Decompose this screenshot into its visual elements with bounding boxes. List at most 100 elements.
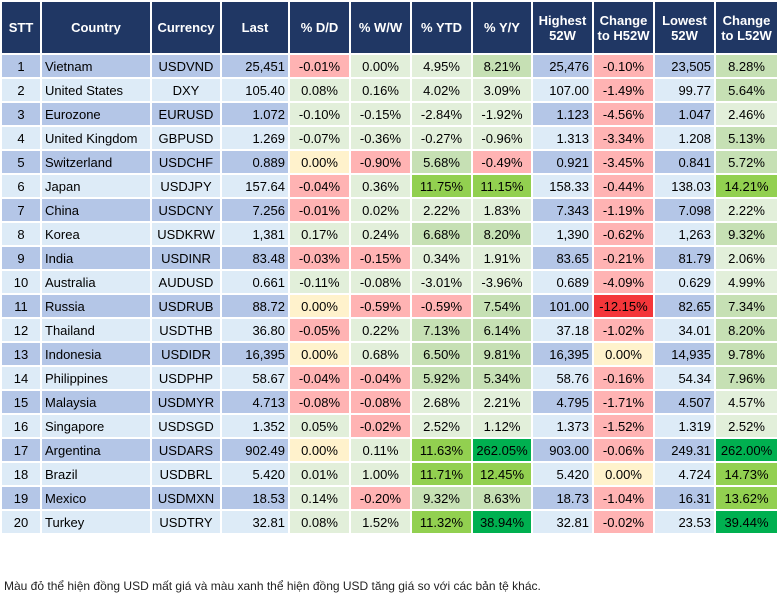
cell-high: 0.689 [531,269,594,295]
table-row: 2 United States DXY 105.40 0.08% 0.16% 4.02% 3.… [0,77,777,103]
cell-yy: -1.92% [471,101,533,127]
cell-currency: USDCHF [150,149,222,175]
cell-ytd: -0.27% [410,125,473,151]
cell-currency: USDSGD [150,413,222,439]
cell-ytd: -2.84% [410,101,473,127]
cell-currency: AUDUSD [150,269,222,295]
cell-ch-high: -3.45% [592,149,655,175]
cell-yy: 3.09% [471,77,533,103]
cell-dd: 0.00% [288,341,351,367]
cell-high: 5.420 [531,461,594,487]
cell-currency: EURUSD [150,101,222,127]
cell-stt: 18 [0,461,42,487]
cell-last: 0.889 [220,149,290,175]
cell-ch-low: 8.28% [714,53,777,79]
cell-ch-high: -1.02% [592,317,655,343]
cell-ch-high: -0.06% [592,437,655,463]
cell-country: Malaysia [40,389,152,415]
cell-low: 23,505 [653,53,716,79]
column-header-yy: % Y/Y [471,0,533,55]
cell-ytd: 11.32% [410,509,473,535]
cell-ytd: 9.32% [410,485,473,511]
cell-low: 0.841 [653,149,716,175]
cell-yy: 5.34% [471,365,533,391]
cell-high: 7.343 [531,197,594,223]
cell-ch-low: 7.34% [714,293,777,319]
column-header-ytd: % YTD [410,0,473,55]
cell-ch-high: -1.19% [592,197,655,223]
cell-ww: 0.22% [349,317,412,343]
cell-ww: 0.36% [349,173,412,199]
cell-ch-low: 7.96% [714,365,777,391]
table-row: 18 Brazil USDBRL 5.420 0.01% 1.00% 11.71% 12.45… [0,461,777,487]
cell-ch-low: 14.73% [714,461,777,487]
cell-last: 18.53 [220,485,290,511]
cell-stt: 19 [0,485,42,511]
table-row: 13 Indonesia USDIDR 16,395 0.00% 0.68% 6.50% 9.… [0,341,777,367]
table-row: 8 Korea USDKRW 1,381 0.17% 0.24% 6.68% 8.20% 1,3… [0,221,777,247]
cell-yy: 6.14% [471,317,533,343]
cell-dd: 0.08% [288,509,351,535]
cell-yy: -0.96% [471,125,533,151]
cell-ch-high: -4.56% [592,101,655,127]
cell-currency: USDCNY [150,197,222,223]
cell-dd: 0.00% [288,293,351,319]
cell-currency: USDRUB [150,293,222,319]
cell-country: Brazil [40,461,152,487]
cell-ww: -0.36% [349,125,412,151]
cell-yy: -0.49% [471,149,533,175]
cell-stt: 15 [0,389,42,415]
cell-ch-high: -12.15% [592,293,655,319]
column-header-dd: % D/D [288,0,351,55]
cell-high: 83.65 [531,245,594,271]
column-header-low: Lowest 52W [653,0,716,55]
cell-country: Switzerland [40,149,152,175]
table-row: 14 Philippines USDPHP 58.67 -0.04% -0.04% 5.92… [0,365,777,391]
table-row: 1 Vietnam USDVND 25,451 -0.01% 0.00% 4.95% 8.21… [0,53,777,79]
cell-ytd: -3.01% [410,269,473,295]
cell-dd: -0.11% [288,269,351,295]
cell-currency: USDTHB [150,317,222,343]
cell-country: Korea [40,221,152,247]
cell-stt: 20 [0,509,42,535]
cell-country: China [40,197,152,223]
cell-high: 18.73 [531,485,594,511]
cell-dd: -0.04% [288,173,351,199]
cell-ch-low: 262.00% [714,437,777,463]
column-header-ww: % W/W [349,0,412,55]
cell-ww: 0.16% [349,77,412,103]
cell-dd: 0.17% [288,221,351,247]
cell-ch-low: 2.46% [714,101,777,127]
cell-country: Argentina [40,437,152,463]
cell-stt: 14 [0,365,42,391]
header-row: STT Country Currency Last% D/D% W/W% YTD% Y… [0,0,777,55]
cell-ytd: 4.95% [410,53,473,79]
cell-high: 0.921 [531,149,594,175]
cell-currency: USDKRW [150,221,222,247]
cell-currency: USDINR [150,245,222,271]
cell-last: 1.352 [220,413,290,439]
cell-stt: 8 [0,221,42,247]
cell-ch-high: -1.04% [592,485,655,511]
cell-country: Singapore [40,413,152,439]
cell-ytd: 7.13% [410,317,473,343]
cell-last: 83.48 [220,245,290,271]
cell-ww: -0.20% [349,485,412,511]
cell-high: 107.00 [531,77,594,103]
cell-country: Mexico [40,485,152,511]
cell-yy: 8.21% [471,53,533,79]
cell-yy: 12.45% [471,461,533,487]
cell-ch-low: 5.13% [714,125,777,151]
cell-currency: USDJPY [150,173,222,199]
cell-stt: 4 [0,125,42,151]
cell-low: 1,263 [653,221,716,247]
cell-yy: 8.63% [471,485,533,511]
cell-high: 1.373 [531,413,594,439]
cell-dd: -0.03% [288,245,351,271]
cell-last: 32.81 [220,509,290,535]
cell-dd: -0.10% [288,101,351,127]
cell-yy: 7.54% [471,293,533,319]
cell-currency: USDARS [150,437,222,463]
cell-low: 7.098 [653,197,716,223]
column-header-last: Last [220,0,290,55]
